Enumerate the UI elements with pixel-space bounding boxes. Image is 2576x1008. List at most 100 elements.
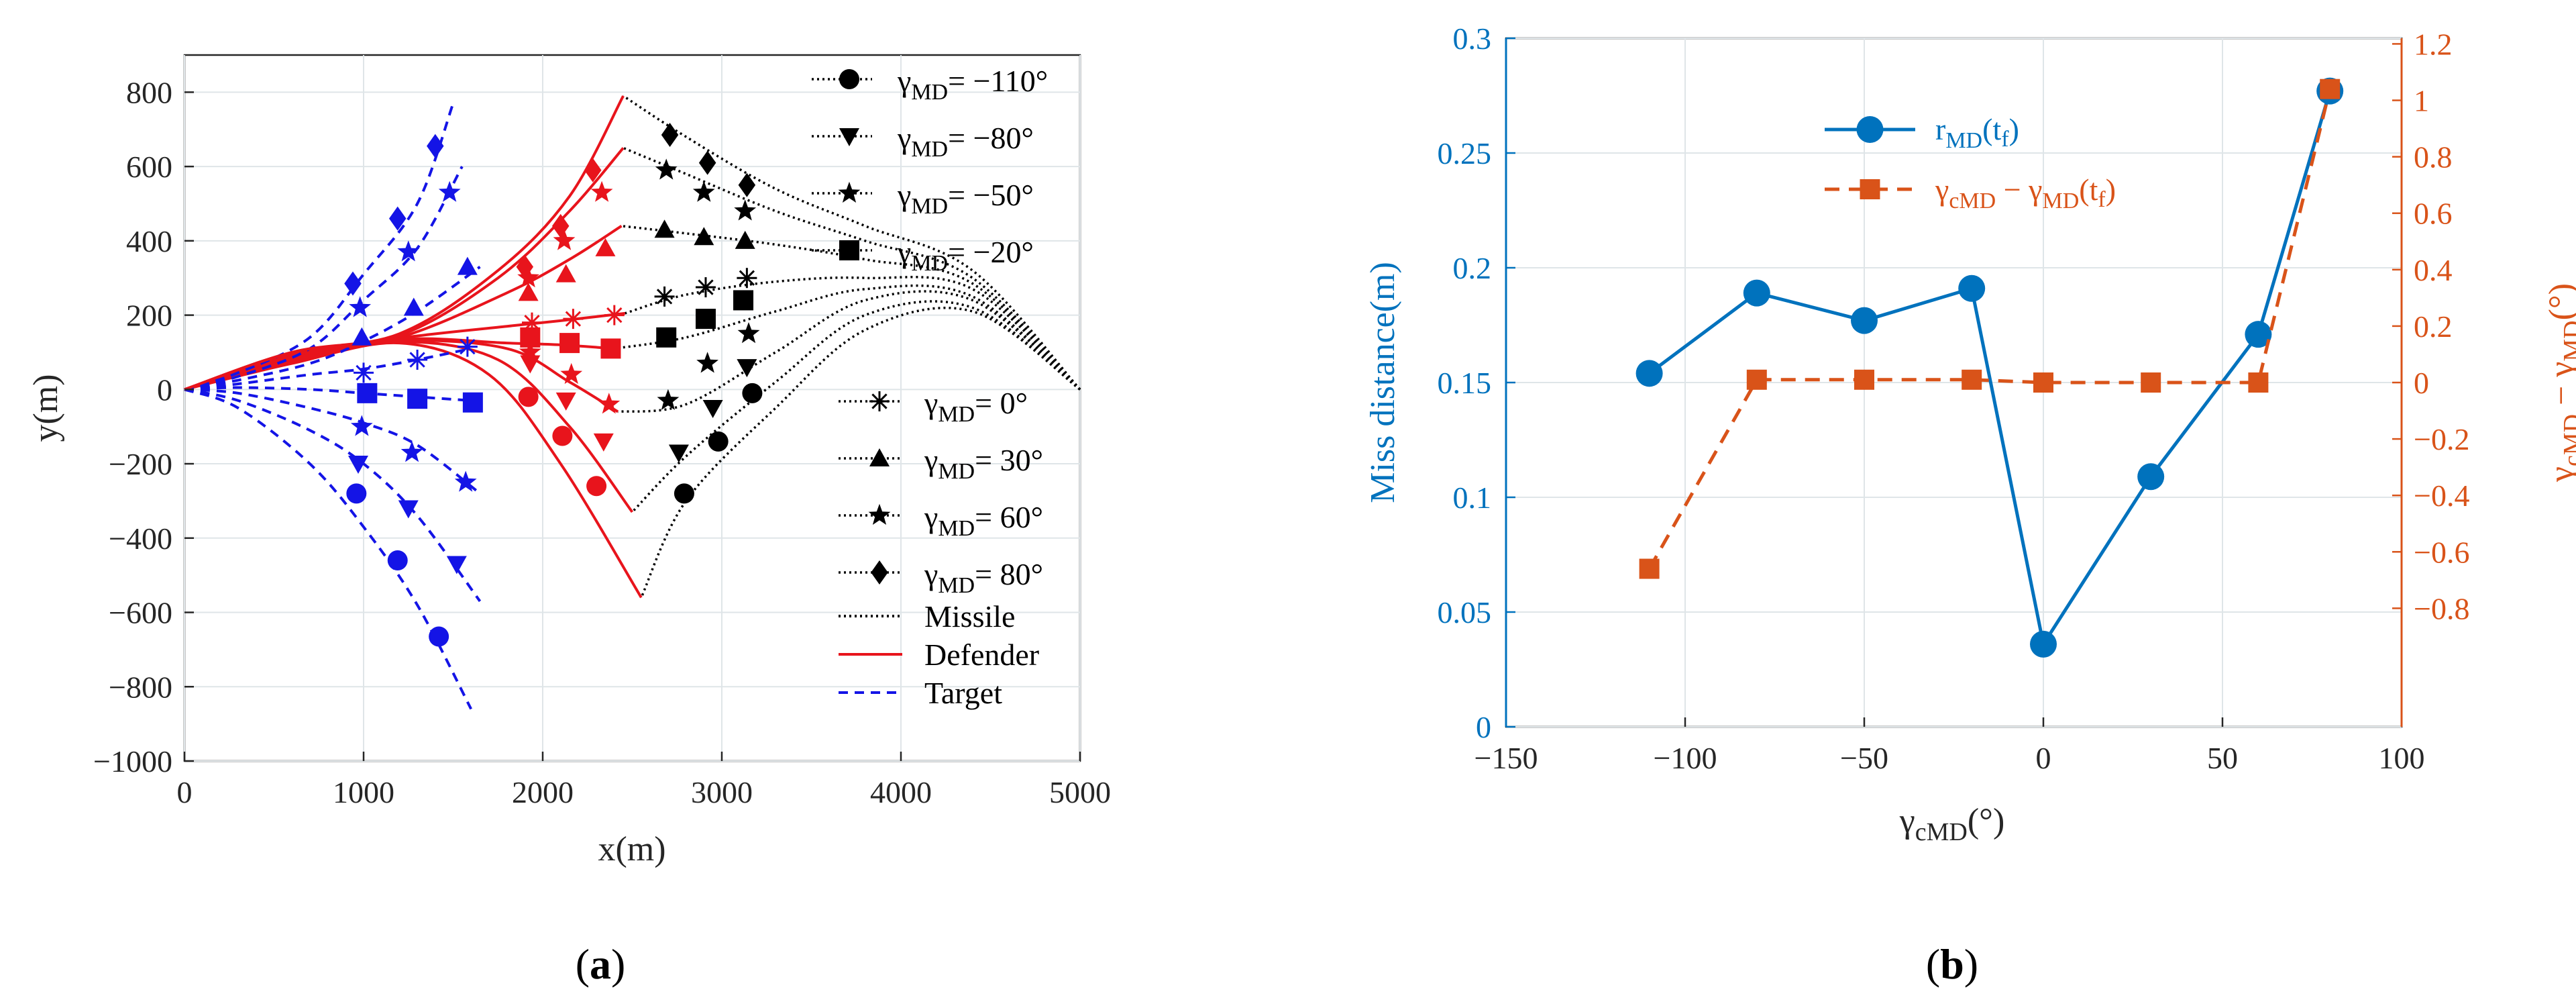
missile-marker-stroke (698, 279, 714, 295)
plot-a-ytick-label: −1000 (93, 744, 172, 778)
target-marker-stroke (356, 364, 372, 381)
plot-a-frame (183, 54, 1081, 762)
miss-distance-point (1958, 274, 1986, 302)
plot-b-xtick-label: −100 (1654, 741, 1717, 775)
legend-entry-symbol: γ (924, 386, 938, 420)
plot-a-ylabel: y(m) (27, 374, 65, 442)
legend-b-g-sub2: MD (2043, 189, 2080, 213)
legend-b-entry: γcMD − γMD(tf) (1935, 172, 2116, 213)
legend-entry-subscript: MD (911, 137, 948, 162)
plot-a-xtick-label: 5000 (1049, 775, 1111, 809)
target-marker (350, 415, 373, 436)
plot-a-xtick-label: 4000 (870, 775, 932, 809)
target-marker (352, 327, 372, 346)
plot-b-right-ytick-label: 0 (2414, 366, 2429, 400)
plot-b-xlabel: γcMD(°) (1899, 802, 2005, 846)
target-trajectory (184, 386, 472, 402)
defender-marker (520, 327, 541, 348)
legend-entry-subscript: MD (938, 573, 975, 598)
defender-marker-stroke (606, 307, 623, 323)
missile-marker (694, 227, 714, 246)
legend-b-r: r (1935, 112, 1945, 146)
legend-entry: γMD= 0° (924, 386, 1028, 427)
missile-marker-stroke (739, 270, 755, 286)
defender-marker (560, 362, 583, 385)
angle-error-point (1639, 558, 1660, 579)
defender-trajectory (184, 225, 623, 391)
miss-distance-point (2137, 463, 2165, 491)
legend-entry-value: = −20° (948, 235, 1034, 269)
target-trajectory (184, 265, 481, 391)
missile-marker (695, 309, 716, 330)
plot-b-xtick-label: −50 (1840, 741, 1888, 775)
miss-distance-point (1635, 360, 1663, 387)
legend-entry-value: = −50° (948, 178, 1034, 212)
plot-a-xtick-label: 0 (177, 775, 193, 809)
target-trajectory (184, 347, 472, 391)
missile-marker (654, 219, 675, 238)
defender-marker (593, 433, 614, 452)
plot-b-right-ytick-label: −0.2 (2414, 422, 2469, 456)
target-marker-stroke (409, 352, 425, 368)
plot-b-left-ytick-label: 0.15 (1438, 366, 1492, 400)
miss-distance-point (1851, 307, 1878, 334)
target-marker (346, 483, 367, 504)
legend-entry: γMD= −110° (897, 64, 1048, 105)
target-trajectory (184, 388, 481, 495)
plot-b-x-ticks: −150 −100 −50 0 50 100 (1474, 717, 2425, 775)
target-marker (457, 336, 478, 357)
missile-marker-stroke (656, 289, 673, 305)
target-marker (397, 240, 420, 262)
target-marker (462, 392, 483, 413)
target-marker (446, 556, 467, 574)
defender-marker (584, 158, 602, 183)
defender-marker (553, 229, 576, 250)
caption-a: (a) (576, 940, 626, 988)
target-marker (407, 389, 428, 409)
legend-entry-value: = −110° (948, 64, 1048, 98)
plot-a-ytick-label: −200 (109, 447, 172, 481)
defender-marker (604, 305, 625, 325)
plot-b-left-ylabel: Miss distance(m) (1364, 262, 1402, 503)
legend-marker (869, 391, 890, 411)
plot-a-ytick-label: −600 (109, 596, 172, 630)
legend-entry-subscript: MD (911, 80, 948, 105)
legend-entry-value: = 0° (975, 386, 1028, 420)
legend-b-entry: rMD(tf) (1935, 112, 2019, 153)
legend-marker (871, 560, 888, 585)
legend-entry-symbol: γ (924, 500, 938, 534)
panel-a: 0 1000 2000 3000 4000 5000 −1000−800−600−400−… (27, 54, 1111, 868)
defender-marker (517, 266, 539, 288)
plot-b-series (1635, 77, 2344, 658)
defender-marker (551, 213, 570, 238)
target-trajectory (184, 103, 455, 391)
missile-marker (738, 172, 756, 197)
plot-a-legend: γMD= −110°γMD= −80°γMD= −50°γMD= −20°γMD… (812, 64, 1048, 710)
plot-b-right-ylabel-subscript2: MD (2559, 320, 2576, 361)
plot-a-ytick-label: −400 (109, 521, 172, 556)
plot-b-xtick-label: 100 (2379, 741, 2425, 775)
legend-entry-symbol: γ (897, 64, 911, 98)
legend-b-marker (1860, 179, 1880, 199)
legend-b-g-rest: (t (2079, 172, 2098, 207)
missile-marker (668, 444, 689, 463)
missile-marker (692, 181, 715, 202)
missile-marker (698, 150, 716, 175)
target-marker (400, 441, 423, 462)
missile-marker (735, 230, 755, 249)
plot-b-left-ytick-label: 0.25 (1438, 136, 1492, 170)
defender-trajectory (184, 95, 625, 391)
legend-b-r-sub: MD (1945, 128, 1982, 153)
missile-trajectory (631, 300, 1081, 513)
target-trajectory (184, 388, 482, 603)
plot-b-right-ylabel-symbol: γ (2542, 466, 2576, 483)
defender-marker (555, 392, 576, 411)
legend-marker (839, 128, 859, 146)
target-marker (387, 550, 408, 571)
plot-b-right-ylabel-subscript: cMD (2559, 414, 2576, 466)
target-marker (438, 181, 461, 202)
plot-a-xtick-label: 2000 (512, 775, 574, 809)
legend-entry: γMD= 80° (924, 557, 1043, 598)
defender-trajectory (184, 311, 626, 391)
plot-b-xlabel-symbol: γ (1899, 802, 1915, 840)
